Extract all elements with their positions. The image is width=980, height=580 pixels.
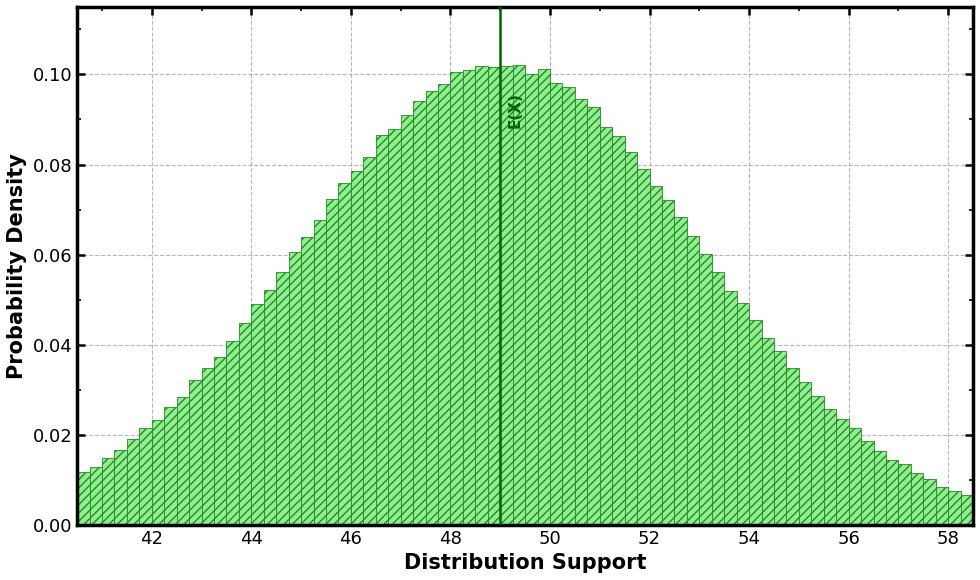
Bar (786, 368, 799, 525)
Bar (89, 467, 102, 525)
Bar (351, 171, 364, 525)
Bar (537, 69, 550, 525)
Bar (674, 217, 687, 525)
Bar (251, 304, 264, 525)
Bar (438, 84, 451, 525)
Bar (575, 99, 587, 525)
Bar (724, 291, 737, 525)
Bar (513, 65, 525, 525)
Bar (824, 409, 836, 525)
Bar (662, 200, 674, 525)
Bar (500, 66, 513, 525)
Bar (886, 461, 899, 525)
Text: E(X): E(X) (508, 93, 522, 128)
Bar (326, 198, 338, 525)
Bar (811, 396, 824, 525)
Bar (264, 291, 276, 525)
Bar (388, 129, 401, 525)
Bar (451, 72, 463, 525)
Bar (276, 271, 289, 525)
Bar (761, 339, 774, 525)
Bar (910, 473, 923, 525)
X-axis label: Distribution Support: Distribution Support (404, 553, 647, 573)
Bar (563, 87, 575, 525)
Bar (836, 419, 849, 525)
Bar (77, 472, 89, 525)
Bar (687, 236, 700, 525)
Bar (899, 465, 910, 525)
Bar (338, 183, 351, 525)
Bar (873, 451, 886, 525)
Bar (214, 357, 226, 525)
Bar (488, 67, 500, 525)
Bar (425, 90, 438, 525)
Bar (189, 380, 202, 525)
Bar (624, 153, 637, 525)
Bar (650, 186, 662, 525)
Bar (289, 252, 301, 525)
Bar (849, 428, 861, 525)
Bar (102, 458, 115, 525)
Bar (861, 441, 873, 525)
Bar (475, 66, 488, 525)
Bar (314, 220, 326, 525)
Bar (960, 495, 973, 525)
Bar (139, 428, 152, 525)
Bar (711, 272, 724, 525)
Bar (637, 169, 650, 525)
Bar (799, 382, 811, 525)
Bar (587, 107, 600, 525)
Bar (301, 237, 314, 525)
Bar (700, 253, 711, 525)
Bar (239, 324, 251, 525)
Bar (749, 320, 761, 525)
Bar (936, 487, 949, 525)
Bar (550, 83, 563, 525)
Bar (612, 136, 624, 525)
Bar (375, 135, 388, 525)
Bar (463, 70, 475, 525)
Y-axis label: Probability Density: Probability Density (7, 153, 26, 379)
Bar (525, 74, 537, 525)
Bar (600, 126, 612, 525)
Bar (176, 397, 189, 525)
Bar (165, 407, 176, 525)
Bar (115, 450, 126, 525)
Bar (226, 341, 239, 525)
Bar (774, 351, 786, 525)
Bar (126, 439, 139, 525)
Bar (949, 491, 960, 525)
Bar (737, 303, 749, 525)
Bar (401, 115, 414, 525)
Bar (152, 419, 165, 525)
Bar (923, 479, 936, 525)
Bar (202, 368, 214, 525)
Bar (414, 101, 425, 525)
Bar (364, 157, 375, 525)
